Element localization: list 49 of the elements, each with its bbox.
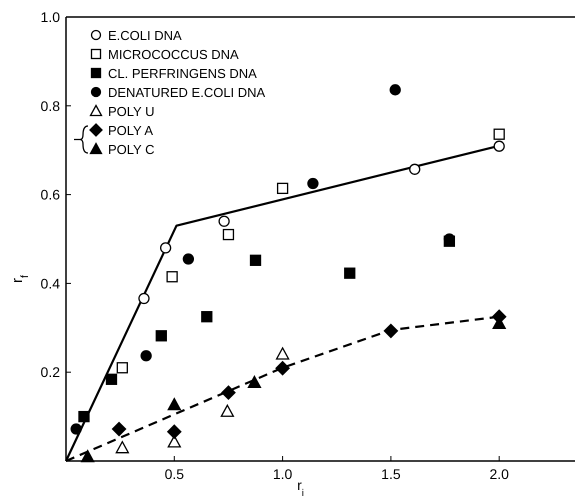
point bbox=[344, 268, 356, 279]
point bbox=[116, 362, 128, 374]
legend-label: DENATURED E.COLI DNA bbox=[108, 85, 266, 100]
point bbox=[81, 450, 94, 462]
y-tick-label: 1.0 bbox=[40, 9, 60, 25]
legend-label: E.COLI DNA bbox=[108, 28, 182, 43]
point bbox=[201, 311, 212, 322]
y-tick-label: 0.4 bbox=[40, 275, 60, 292]
x-axis-title: r$_{i}$ bbox=[297, 477, 304, 497]
legend-label: POLY A bbox=[108, 123, 154, 138]
legend-label: MICROCOCCUS DNA bbox=[108, 47, 240, 62]
point bbox=[106, 374, 118, 385]
point bbox=[112, 422, 126, 436]
point bbox=[160, 242, 172, 254]
legend-label: POLY C bbox=[108, 142, 154, 157]
point bbox=[494, 128, 505, 140]
point bbox=[276, 182, 288, 194]
point bbox=[248, 376, 262, 388]
point bbox=[167, 424, 182, 439]
point bbox=[276, 347, 290, 360]
point bbox=[221, 385, 236, 400]
point bbox=[156, 330, 167, 342]
y-tick-label: 0.8 bbox=[40, 98, 60, 114]
legend-label: POLY U bbox=[108, 104, 154, 119]
point bbox=[78, 410, 90, 422]
x-tick-label: 1.0 bbox=[272, 466, 293, 482]
point bbox=[182, 253, 194, 265]
point bbox=[390, 84, 401, 96]
point bbox=[138, 292, 150, 304]
point bbox=[250, 254, 262, 266]
point bbox=[220, 404, 234, 417]
point bbox=[409, 164, 420, 175]
point bbox=[140, 350, 152, 362]
point bbox=[70, 423, 82, 435]
legend-label: CL. PERFRINGENS DNA bbox=[108, 66, 258, 81]
y-tick-label: 0.2 bbox=[40, 364, 60, 380]
point bbox=[218, 216, 230, 227]
point bbox=[116, 441, 129, 454]
point bbox=[494, 140, 505, 152]
point bbox=[307, 178, 319, 190]
x-tick-label: 1.5 bbox=[381, 466, 401, 482]
point bbox=[166, 271, 178, 282]
y-tick-label: 0.6 bbox=[40, 186, 60, 203]
point bbox=[168, 398, 181, 410]
x-tick-label: 2.0 bbox=[489, 466, 510, 482]
x-tick-label: 0.5 bbox=[164, 466, 184, 482]
point bbox=[384, 324, 398, 338]
point bbox=[222, 228, 234, 240]
point bbox=[275, 361, 290, 376]
